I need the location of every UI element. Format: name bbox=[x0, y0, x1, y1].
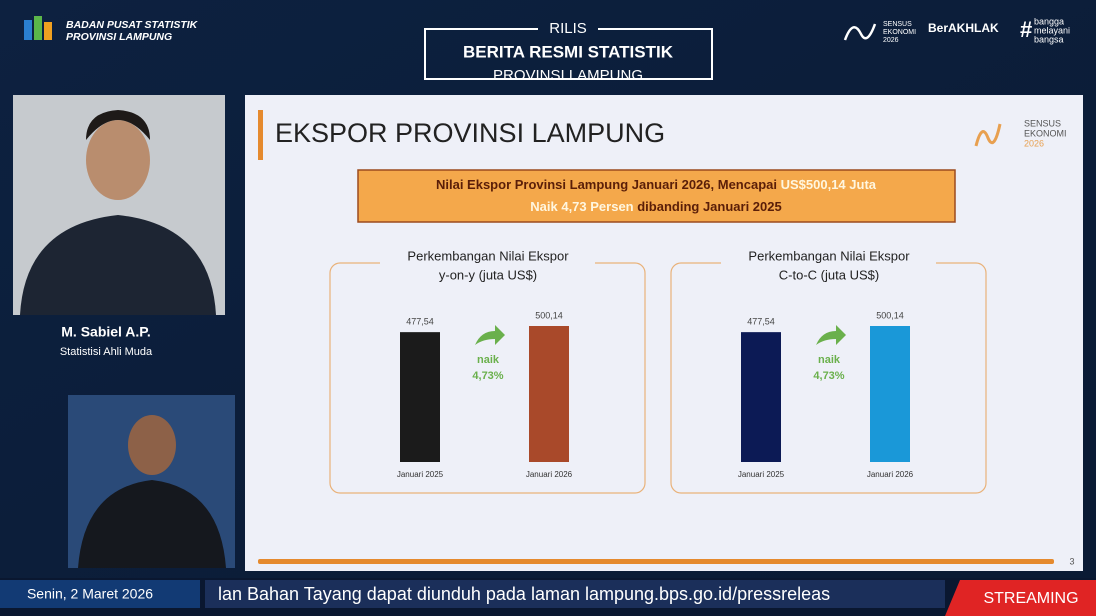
sensus-icon bbox=[843, 23, 877, 41]
chart-subtitle: y-on-y (juta US$) bbox=[439, 267, 537, 282]
hash-icon: # bbox=[1020, 17, 1032, 42]
value-label: 477,54 bbox=[747, 317, 775, 327]
chart-title: Perkembangan Nilai Ekspor bbox=[748, 248, 910, 263]
bar-chart: Perkembangan Nilai Ekspor C-to-C (juta US… bbox=[670, 248, 987, 494]
presenter-name: M. Sabiel A.P. bbox=[61, 324, 150, 340]
page-number: 3 bbox=[1069, 556, 1074, 566]
banner bbox=[357, 169, 956, 223]
annotation: 4,73% bbox=[813, 370, 844, 382]
banner-highlight: US$500,14 Juta bbox=[781, 177, 877, 192]
bar-chart: Perkembangan Nilai Ekspor y-on-y (juta US… bbox=[329, 248, 646, 494]
presenter-video bbox=[13, 95, 225, 315]
bar bbox=[870, 326, 910, 462]
banner-line2: Naik 4,73 Persen dibanding Januari 2025 bbox=[530, 199, 781, 214]
annotation: naik bbox=[818, 354, 841, 366]
bar bbox=[400, 332, 440, 462]
banner-line1: Nilai Ekspor Provinsi Lampung Januari 20… bbox=[436, 177, 877, 192]
logo-text: BerAKHLAK bbox=[928, 21, 999, 35]
logo-text: bangsa bbox=[1034, 34, 1064, 44]
logo-text: SENSUS bbox=[883, 21, 912, 28]
slide-logo-text: SENSUS bbox=[1024, 118, 1061, 128]
org-line1: BADAN PUSAT STATISTIK bbox=[66, 19, 199, 31]
presenter-role: Statistisi Ahli Muda bbox=[60, 346, 153, 358]
bar bbox=[741, 332, 781, 462]
logo-text: 2026 bbox=[883, 37, 899, 44]
slide-logo-text: 2026 bbox=[1024, 138, 1044, 148]
chart-subtitle: C-to-C (juta US$) bbox=[779, 267, 879, 282]
up-arrow bbox=[475, 325, 505, 345]
org-line2: PROVINSI LAMPUNG bbox=[66, 31, 172, 43]
banner-text: dibanding Januari 2025 bbox=[634, 199, 782, 214]
slide: EKSPOR PROVINSI LAMPUNG SENSUS EKONOMI 2… bbox=[245, 95, 1083, 571]
category-label: Januari 2026 bbox=[867, 470, 914, 479]
rilis-gap bbox=[538, 20, 598, 38]
charts: Perkembangan Nilai Ekspor y-on-y (juta US… bbox=[329, 248, 987, 494]
value-label: 500,14 bbox=[876, 310, 904, 320]
slide-logo-icon bbox=[974, 123, 1002, 147]
footer-date: Senin, 2 Maret 2026 bbox=[27, 586, 153, 602]
streaming-badge bbox=[945, 580, 1096, 616]
value-label: 500,14 bbox=[535, 310, 563, 320]
header: BADAN PUSAT STATISTIK PROVINSI LAMPUNG R… bbox=[24, 16, 1070, 84]
panel-title-bg bbox=[721, 250, 936, 290]
logo-text: bangga bbox=[1034, 16, 1064, 26]
streaming-text: STREAMING bbox=[983, 590, 1078, 607]
interpreter-video bbox=[68, 395, 235, 568]
header-subtitle: PROVINSI LAMPUNG bbox=[493, 67, 643, 84]
bar bbox=[529, 326, 569, 462]
banner-text: Nilai Ekspor Provinsi Lampung Januari 20… bbox=[436, 177, 781, 192]
ticker: lan Bahan Tayang dapat diunduh pada lama… bbox=[218, 584, 830, 604]
header-title: BERITA RESMI STATISTIK bbox=[463, 42, 674, 61]
chart-title: Perkembangan Nilai Ekspor bbox=[407, 248, 569, 263]
category-label: Januari 2025 bbox=[397, 470, 444, 479]
value-label: 477,54 bbox=[406, 317, 434, 327]
category-label: Januari 2026 bbox=[526, 470, 573, 479]
slide-rule bbox=[258, 559, 1054, 564]
logo-text: EKONOMI bbox=[883, 29, 916, 36]
rilis: RILIS bbox=[549, 20, 587, 37]
category-label: Januari 2025 bbox=[738, 470, 785, 479]
slide-logo-text: EKONOMI bbox=[1024, 128, 1067, 138]
slide-title: EKSPOR PROVINSI LAMPUNG bbox=[275, 118, 665, 148]
bps-logo bbox=[24, 16, 52, 40]
banner-highlight: Naik 4,73 Persen bbox=[530, 199, 633, 214]
footer: Senin, 2 Maret 2026 lan Bahan Tayang dap… bbox=[0, 578, 1096, 616]
logo-text: melayani bbox=[1034, 25, 1070, 35]
panel-title-bg bbox=[380, 250, 595, 290]
annotation: 4,73% bbox=[472, 370, 503, 382]
up-arrow bbox=[816, 325, 846, 345]
annotation: naik bbox=[477, 354, 500, 366]
